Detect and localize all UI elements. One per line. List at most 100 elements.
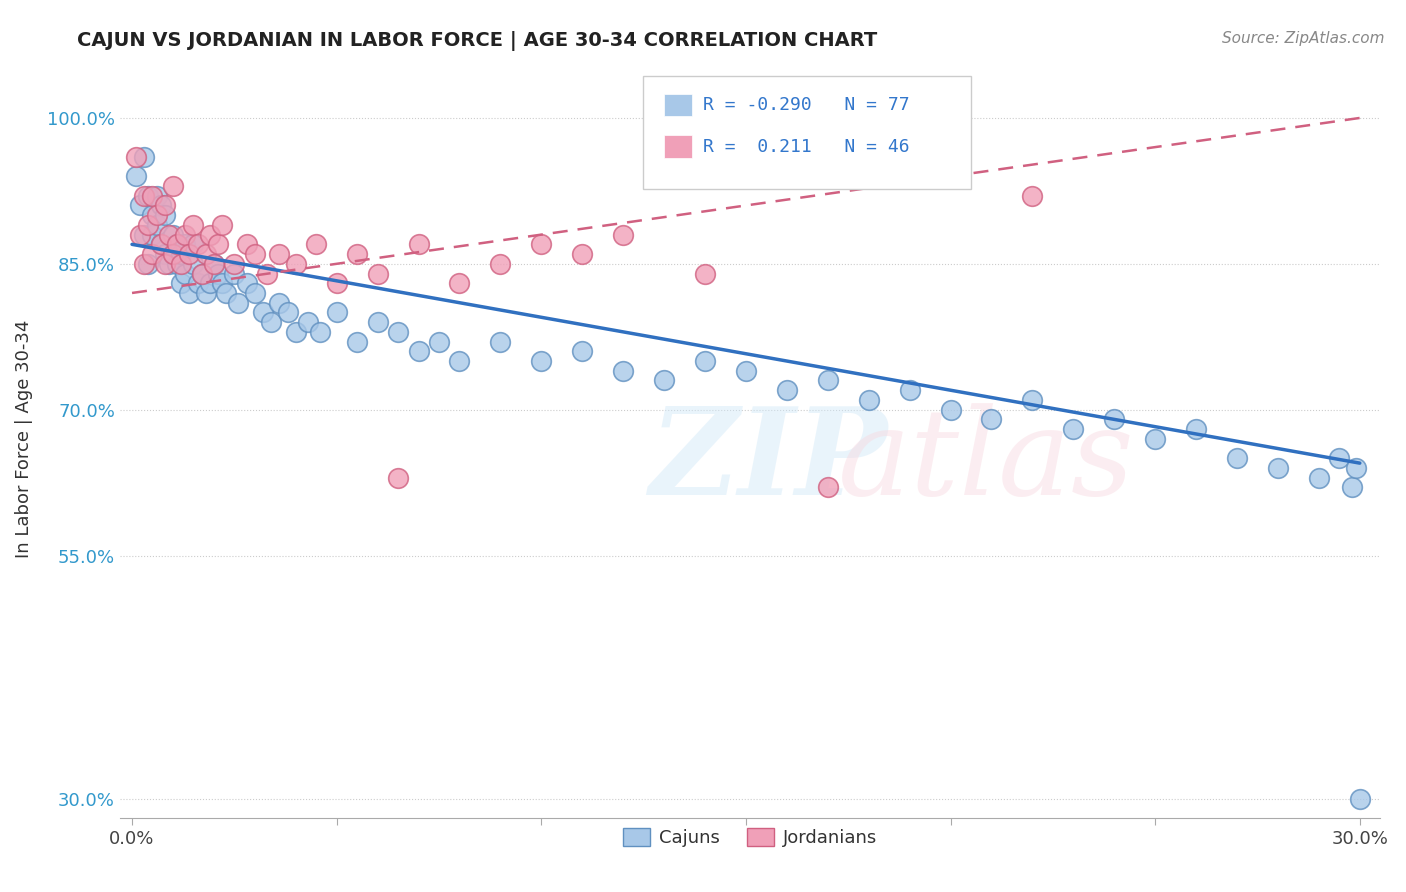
Point — [125, 169, 148, 184]
Point — [179, 285, 201, 300]
Point — [202, 257, 225, 271]
Point — [145, 218, 167, 232]
Point — [693, 354, 716, 368]
Point — [693, 267, 716, 281]
Point — [153, 198, 176, 212]
Legend: Cajuns, Jordanians: Cajuns, Jordanians — [616, 821, 884, 855]
Point — [817, 480, 839, 494]
Point — [174, 267, 197, 281]
Point — [145, 208, 167, 222]
Point — [170, 247, 193, 261]
Point — [898, 383, 921, 397]
Point — [858, 392, 880, 407]
Point — [134, 227, 156, 242]
Point — [183, 237, 205, 252]
Point — [489, 257, 512, 271]
Point — [1340, 480, 1362, 494]
Text: ZIP: ZIP — [650, 402, 887, 521]
Point — [939, 402, 962, 417]
Point — [186, 237, 208, 252]
Point — [138, 218, 160, 232]
Point — [211, 277, 233, 291]
Point — [243, 247, 266, 261]
Point — [183, 257, 205, 271]
Point — [260, 315, 283, 329]
Point — [134, 188, 156, 202]
Point — [228, 295, 250, 310]
Text: R =  0.211   N = 46: R = 0.211 N = 46 — [703, 137, 910, 156]
Point — [194, 285, 217, 300]
Point — [252, 305, 274, 319]
Point — [149, 237, 172, 252]
Point — [1267, 461, 1289, 475]
Y-axis label: In Labor Force | Age 30-34: In Labor Force | Age 30-34 — [15, 319, 32, 558]
Point — [166, 237, 188, 252]
Point — [190, 267, 212, 281]
Text: R = -0.290   N = 77: R = -0.290 N = 77 — [703, 96, 910, 114]
Point — [269, 247, 291, 261]
Point — [186, 277, 208, 291]
FancyBboxPatch shape — [643, 77, 970, 188]
Point — [129, 227, 152, 242]
Point — [153, 208, 176, 222]
Point — [1021, 188, 1043, 202]
Point — [141, 208, 163, 222]
Text: CAJUN VS JORDANIAN IN LABOR FORCE | AGE 30-34 CORRELATION CHART: CAJUN VS JORDANIAN IN LABOR FORCE | AGE … — [77, 31, 877, 51]
Point — [309, 325, 332, 339]
Point — [1308, 471, 1330, 485]
Point — [157, 227, 180, 242]
Point — [170, 277, 193, 291]
Point — [1021, 392, 1043, 407]
Point — [408, 237, 430, 252]
Point — [612, 227, 634, 242]
Point — [162, 179, 184, 194]
Point — [174, 237, 197, 252]
Bar — [664, 136, 692, 158]
Point — [1062, 422, 1084, 436]
Point — [277, 305, 299, 319]
Bar — [664, 94, 692, 117]
Point — [134, 257, 156, 271]
Point — [134, 150, 156, 164]
Point — [449, 277, 471, 291]
Point — [530, 354, 553, 368]
Point — [489, 334, 512, 349]
Point — [235, 277, 257, 291]
Point — [235, 237, 257, 252]
Point — [427, 334, 450, 349]
Point — [284, 325, 307, 339]
Point — [190, 267, 212, 281]
Point — [224, 267, 246, 281]
Point — [125, 150, 148, 164]
Point — [141, 247, 163, 261]
Point — [776, 383, 799, 397]
Point — [1344, 461, 1367, 475]
Point — [346, 247, 368, 261]
Point — [153, 257, 176, 271]
Point — [138, 188, 160, 202]
Point — [129, 198, 152, 212]
Point — [297, 315, 319, 329]
Point — [817, 374, 839, 388]
Point — [256, 267, 278, 281]
Point — [141, 188, 163, 202]
Point — [571, 247, 593, 261]
Point — [198, 277, 221, 291]
Point — [157, 257, 180, 271]
Point — [243, 285, 266, 300]
Point — [166, 257, 188, 271]
Point — [153, 247, 176, 261]
Point — [387, 325, 409, 339]
Point — [367, 267, 389, 281]
Point — [305, 237, 328, 252]
Point — [735, 364, 758, 378]
Point — [346, 334, 368, 349]
Point — [1226, 451, 1249, 466]
Point — [194, 247, 217, 261]
Point — [170, 257, 193, 271]
Point — [149, 237, 172, 252]
Point — [530, 237, 553, 252]
Point — [215, 285, 238, 300]
Point — [980, 412, 1002, 426]
Point — [325, 305, 347, 319]
